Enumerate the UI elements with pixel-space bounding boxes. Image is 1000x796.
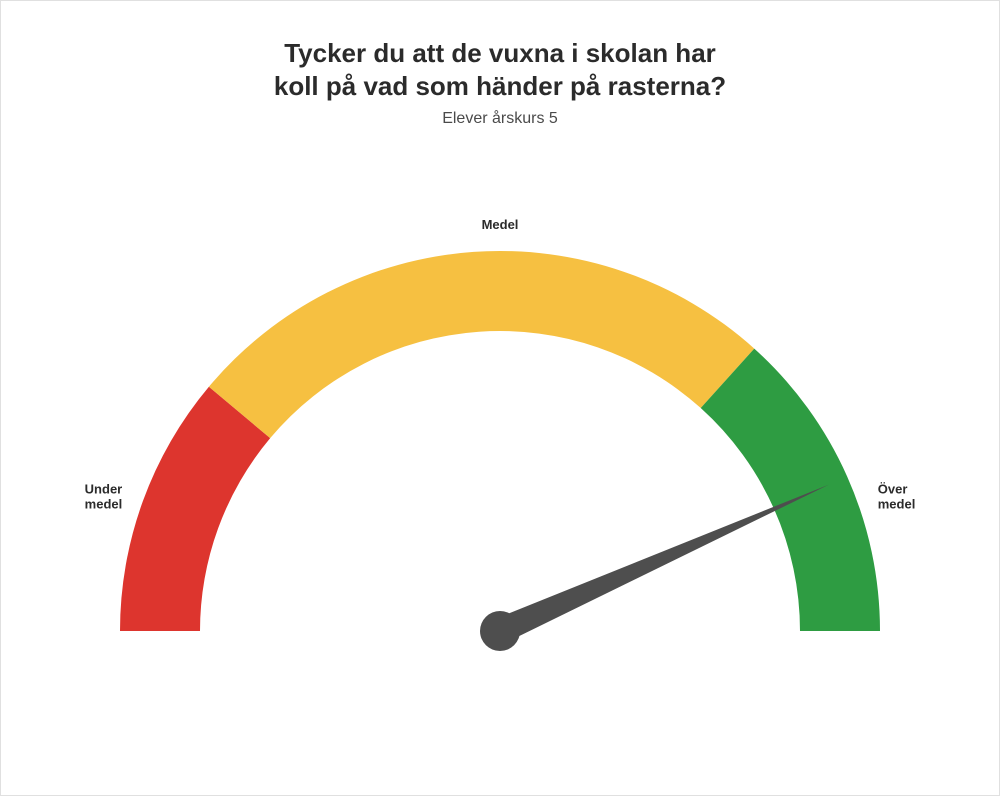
gauge-label-over: Övermedel: [878, 482, 916, 512]
gauge-needle-hub: [480, 611, 520, 651]
gauge-segment-under: [120, 387, 270, 631]
gauge-needle: [495, 485, 829, 643]
gauge-label-medel: Medel: [482, 217, 519, 232]
gauge-segment-medel: [209, 251, 754, 438]
chart-subtitle: Elever årskurs 5: [1, 110, 999, 128]
chart-frame: Tycker du att de vuxna i skolan har koll…: [0, 0, 1000, 796]
gauge-container: Undermedel Medel Övermedel: [1, 151, 999, 711]
chart-title: Tycker du att de vuxna i skolan har koll…: [1, 37, 999, 102]
title-block: Tycker du att de vuxna i skolan har koll…: [1, 37, 999, 128]
gauge-chart: Undermedel Medel Övermedel: [50, 151, 950, 711]
gauge-segment-over: [701, 349, 880, 631]
gauge-label-under: Undermedel: [85, 482, 123, 512]
